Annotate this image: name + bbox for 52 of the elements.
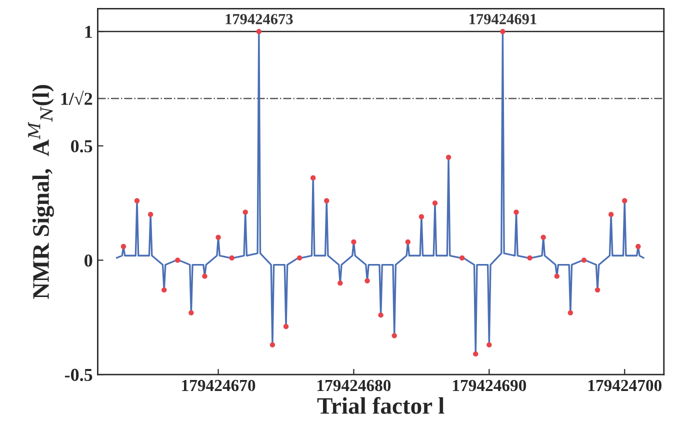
y-axis-title: NMR Signal, A$^{M}$$_{N}$(l) (28, 85, 54, 299)
point (338, 280, 343, 286)
point (229, 255, 234, 261)
y-tick-label: -0.5 (64, 368, 92, 382)
x-tick-label: 179424690 (453, 380, 526, 392)
point (540, 234, 546, 240)
point (270, 342, 276, 348)
point (175, 258, 180, 263)
point (120, 244, 126, 250)
point (364, 278, 370, 284)
point (636, 244, 641, 250)
point (148, 212, 154, 218)
x-tick-label: 179424700 (588, 380, 662, 392)
point (418, 214, 424, 220)
point (486, 342, 492, 348)
point (324, 198, 330, 204)
y-tick-label: 0.5 (70, 140, 92, 152)
point (310, 175, 316, 180)
point (202, 274, 208, 279)
x-tick-label: 179424670 (182, 380, 256, 392)
point (405, 239, 410, 245)
point (514, 210, 519, 215)
point (459, 255, 465, 261)
y-tick-label: 1/√2 (61, 90, 92, 105)
point (283, 324, 289, 330)
point (554, 274, 560, 279)
point (500, 28, 506, 34)
point (608, 212, 614, 218)
point (581, 258, 587, 263)
point (216, 234, 221, 240)
point (188, 310, 194, 316)
point (594, 287, 600, 293)
annotation: 179424691 (470, 14, 536, 24)
y-tick-label: 0 (84, 254, 92, 267)
x-axis-title: Trial factor l (317, 397, 444, 414)
point (256, 28, 262, 34)
point (378, 312, 384, 318)
point (568, 310, 574, 316)
annotation: 179424673 (226, 14, 293, 24)
x-tick-label: 179424680 (318, 380, 391, 392)
point (242, 210, 248, 215)
point (622, 198, 628, 204)
y-tick-label: 1 (85, 26, 92, 38)
point (392, 333, 397, 338)
point (296, 255, 302, 261)
point (473, 351, 478, 357)
point (162, 287, 167, 293)
point (527, 255, 532, 261)
point (432, 200, 438, 206)
point (134, 198, 140, 204)
point (446, 154, 452, 160)
point (351, 239, 356, 245)
